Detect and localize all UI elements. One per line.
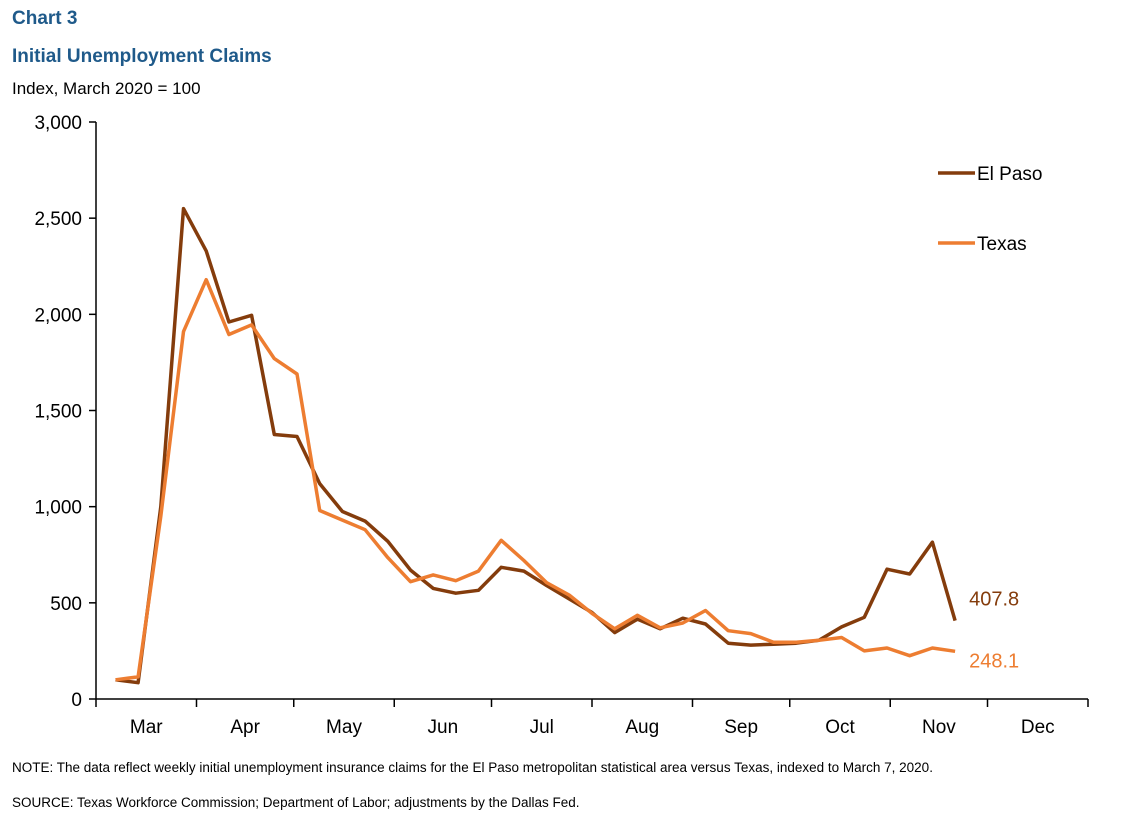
y-tick-label: 2,000 — [34, 305, 82, 326]
legend-label: El Paso — [977, 164, 1042, 185]
chart-title: Initial Unemployment Claims — [12, 46, 272, 67]
end-value-label: 407.8 — [969, 589, 1019, 611]
y-tick-label: 0 — [71, 690, 82, 711]
footnote: NOTE: The data reflect weekly initial un… — [12, 760, 933, 775]
x-tick-label: May — [326, 717, 362, 738]
chart-label: Chart 3 — [12, 8, 78, 29]
x-tick-label: Jun — [428, 717, 459, 738]
y-tick-label: 2,500 — [34, 209, 82, 230]
line-chart: 0 500 1,000 1,500 2,000 2,500 3,000 Mar Apr May J… — [34, 113, 1089, 738]
x-tick-label: Mar — [130, 717, 163, 738]
x-tick-label: Sep — [724, 717, 758, 738]
x-axis-ticks: Mar Apr May Jun Jul Aug Sep Oct Nov Dec — [95, 699, 1089, 738]
x-tick-label: Dec — [1021, 717, 1055, 738]
source-note: SOURCE: Texas Workforce Commission; Depa… — [12, 795, 580, 810]
series-line-texas — [115, 277, 956, 682]
y-tick-label: 1,500 — [34, 402, 82, 423]
end-value-label: 248.1 — [969, 650, 1019, 672]
end-labels: 407.8 248.1 — [969, 589, 1019, 673]
y-axis-ticks: 0 500 1,000 1,500 2,000 2,500 3,000 — [34, 113, 96, 711]
series-line-el-paso — [115, 206, 957, 685]
series-lines — [115, 206, 957, 685]
chart-subtitle: Index, March 2020 = 100 — [12, 79, 201, 98]
x-tick-label: Oct — [825, 717, 855, 738]
x-tick-label: Aug — [625, 717, 659, 738]
y-tick-label: 500 — [50, 594, 82, 615]
x-tick-label: Jul — [530, 717, 554, 738]
x-tick-label: Nov — [922, 717, 956, 738]
legend: El Paso Texas — [938, 164, 1042, 255]
x-tick-label: Apr — [230, 717, 260, 738]
y-tick-label: 3,000 — [34, 113, 82, 134]
legend-label: Texas — [977, 234, 1027, 255]
y-tick-label: 1,000 — [34, 498, 82, 519]
